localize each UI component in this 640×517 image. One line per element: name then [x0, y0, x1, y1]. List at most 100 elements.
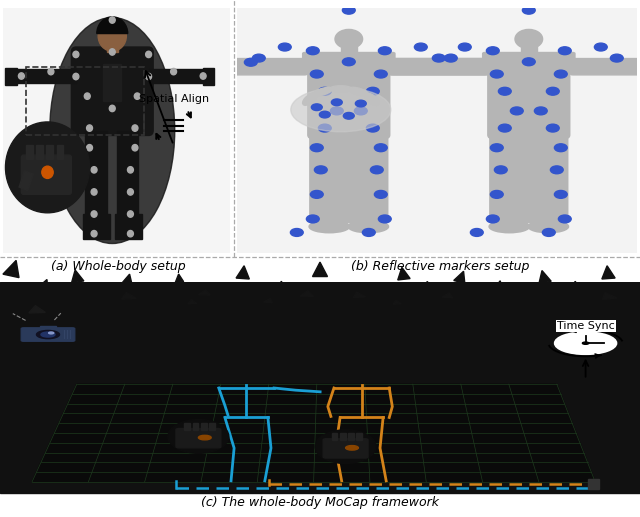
Circle shape [550, 166, 563, 174]
Text: Time Sync: Time Sync [557, 321, 614, 331]
Polygon shape [122, 274, 132, 284]
Ellipse shape [291, 87, 391, 132]
Circle shape [244, 58, 257, 66]
Ellipse shape [175, 56, 199, 79]
Polygon shape [353, 292, 365, 298]
Polygon shape [397, 267, 410, 280]
Circle shape [486, 47, 499, 55]
Circle shape [36, 330, 60, 339]
Bar [107, 37, 118, 52]
Polygon shape [393, 300, 401, 304]
Circle shape [86, 125, 93, 131]
FancyBboxPatch shape [21, 155, 72, 194]
Circle shape [558, 215, 571, 223]
Circle shape [307, 47, 319, 55]
Ellipse shape [168, 420, 229, 453]
Circle shape [554, 190, 567, 199]
Polygon shape [442, 293, 452, 298]
Circle shape [278, 43, 291, 51]
Circle shape [132, 125, 138, 131]
Bar [184, 423, 190, 430]
Polygon shape [539, 270, 551, 283]
Bar [36, 145, 43, 159]
Bar [203, 68, 214, 85]
Bar [83, 214, 110, 238]
Bar [15, 69, 76, 83]
Circle shape [127, 189, 133, 195]
Bar [348, 433, 354, 440]
Circle shape [319, 124, 332, 132]
FancyBboxPatch shape [72, 47, 153, 135]
Circle shape [91, 166, 97, 173]
Circle shape [98, 21, 126, 51]
Bar [0, 491, 640, 509]
Circle shape [6, 122, 90, 213]
Polygon shape [602, 266, 615, 279]
Circle shape [582, 342, 589, 344]
FancyBboxPatch shape [308, 68, 390, 139]
Bar [340, 39, 357, 54]
Bar [521, 39, 537, 54]
FancyBboxPatch shape [310, 132, 349, 223]
Circle shape [595, 43, 607, 51]
Circle shape [319, 111, 330, 118]
FancyBboxPatch shape [349, 132, 388, 223]
Circle shape [73, 51, 79, 57]
Circle shape [252, 54, 265, 62]
Bar [6, 68, 17, 85]
Circle shape [433, 54, 445, 62]
Circle shape [91, 189, 97, 195]
Bar [26, 145, 33, 159]
Text: (b) Reflective markers setup: (b) Reflective markers setup [351, 260, 529, 272]
Circle shape [41, 332, 55, 337]
Circle shape [314, 166, 327, 174]
Circle shape [171, 68, 177, 75]
Ellipse shape [528, 220, 568, 233]
Circle shape [470, 229, 483, 236]
Circle shape [319, 87, 332, 95]
FancyBboxPatch shape [176, 429, 221, 448]
Circle shape [367, 124, 379, 132]
Circle shape [127, 231, 133, 237]
Circle shape [330, 107, 343, 115]
Circle shape [554, 70, 567, 78]
FancyBboxPatch shape [483, 53, 575, 73]
Polygon shape [188, 300, 197, 304]
FancyBboxPatch shape [570, 58, 640, 75]
Bar [332, 433, 337, 440]
Bar [116, 131, 138, 214]
Polygon shape [236, 266, 250, 279]
Circle shape [367, 87, 379, 95]
Circle shape [134, 93, 140, 99]
Polygon shape [32, 384, 595, 482]
Circle shape [611, 54, 623, 62]
Circle shape [490, 70, 503, 78]
Circle shape [555, 332, 616, 354]
Polygon shape [72, 270, 84, 283]
Ellipse shape [309, 220, 349, 233]
FancyBboxPatch shape [21, 328, 75, 341]
Text: Spatial Align: Spatial Align [138, 94, 209, 103]
Bar [19, 171, 33, 190]
Circle shape [378, 215, 391, 223]
Polygon shape [278, 281, 285, 288]
Text: (a) Whole-body setup: (a) Whole-body setup [51, 260, 186, 272]
Ellipse shape [495, 128, 562, 142]
Circle shape [547, 124, 559, 132]
Circle shape [310, 70, 323, 78]
Circle shape [109, 17, 115, 23]
Bar [46, 145, 53, 159]
Circle shape [534, 107, 547, 115]
Polygon shape [100, 282, 107, 290]
Bar [103, 64, 122, 101]
Circle shape [109, 105, 115, 112]
FancyBboxPatch shape [529, 132, 568, 223]
Polygon shape [40, 280, 47, 288]
Circle shape [200, 73, 206, 79]
Circle shape [547, 87, 559, 95]
Circle shape [558, 47, 571, 55]
Circle shape [355, 100, 366, 107]
Circle shape [522, 6, 535, 14]
Polygon shape [175, 274, 184, 282]
Ellipse shape [335, 29, 363, 49]
